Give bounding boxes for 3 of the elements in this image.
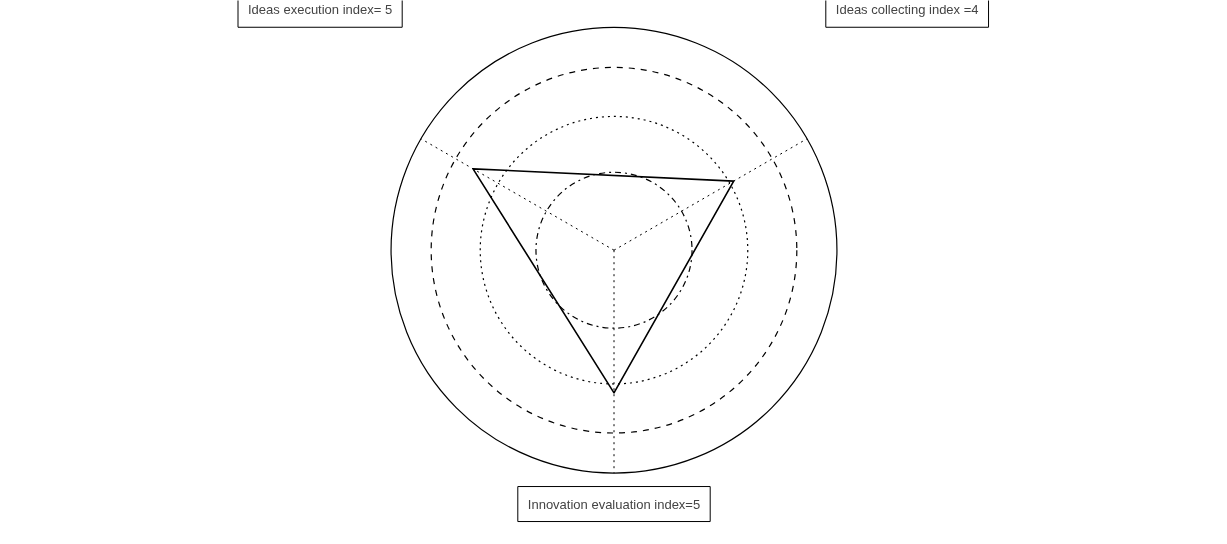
spoke-label: Ideas collecting index =4 — [835, 2, 979, 18]
spoke-label: Ideas execution index= 5 — [248, 2, 393, 18]
spoke-label: Innovation evaluation index=5 — [527, 496, 701, 512]
